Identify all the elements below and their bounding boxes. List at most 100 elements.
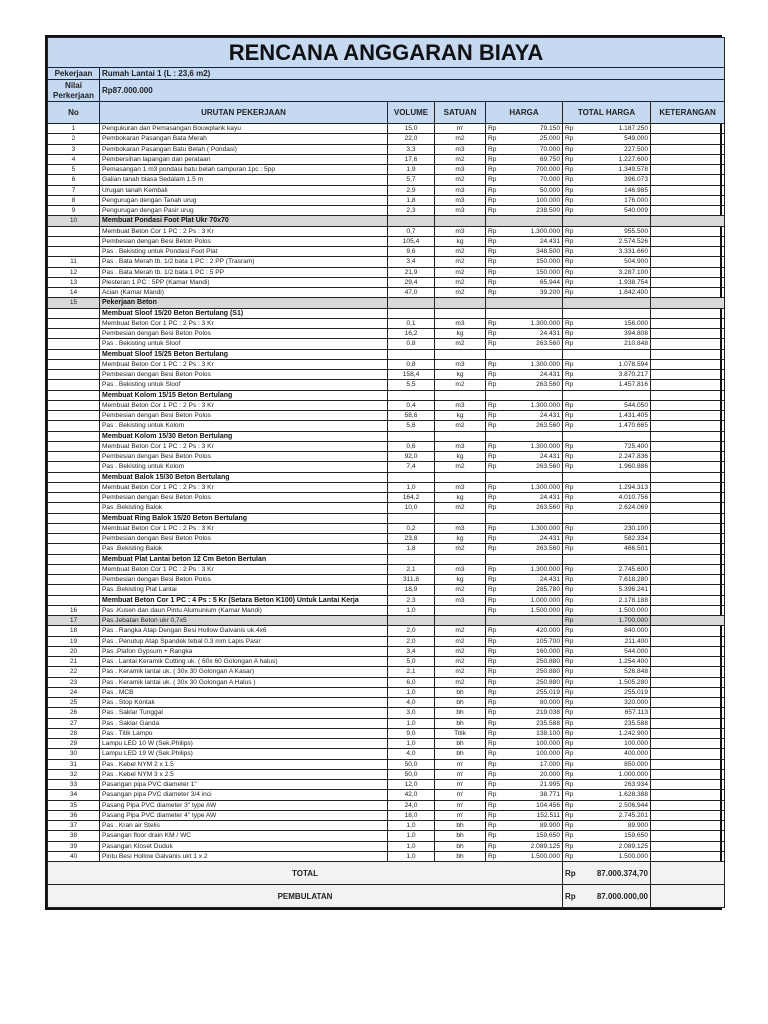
harga-value: 348.500: [536, 248, 560, 256]
currency: Rp: [565, 504, 574, 512]
row-harga: Rp 38.771: [485, 789, 563, 801]
row-total-harga: [562, 307, 651, 319]
row-satuan: m': [434, 778, 486, 791]
currency: Rp: [488, 319, 497, 327]
row-volume: [387, 297, 435, 309]
currency: Rp: [565, 412, 574, 420]
row-satuan: m': [434, 799, 486, 811]
currency: Rp: [565, 186, 574, 194]
row-harga: Rp 24.431: [485, 235, 563, 248]
row-volume: 3,4: [387, 645, 435, 658]
row-volume: 5,5: [387, 379, 435, 391]
row-harga: Rp 24.431: [485, 491, 563, 504]
row-harga: Rp 159.650: [485, 830, 563, 842]
row-total-harga: Rp 2.247.836: [562, 450, 651, 463]
row-description: Pintu Besi Hollow Galvanis ukt 1 x 2: [99, 850, 388, 863]
currency: Rp: [488, 145, 497, 153]
row-keterangan: [649, 809, 726, 822]
row-harga: Rp 1.300.000: [485, 358, 563, 371]
row-description: Pengurugan dengan Tanah urug: [99, 194, 388, 207]
harga-value: 24.431: [539, 535, 560, 543]
row-description: Pas . Bekisting untuk Kolom: [99, 420, 388, 432]
row-volume: [387, 215, 435, 227]
row-total-harga: Rp 955.500: [562, 225, 651, 237]
row-satuan: kg: [434, 532, 486, 545]
table-row: Membuat Beton Cor 1 PC : 2 Ps : 3 Kr 0,1 m…: [47, 317, 726, 330]
currency: Rp: [488, 565, 497, 573]
row-volume: 17,6: [387, 153, 435, 166]
harga-value: 255.019: [536, 688, 560, 696]
row-volume: 3,4: [387, 256, 435, 268]
total-harga-value: 840.000: [624, 627, 648, 635]
row-harga: Rp 1.300.000: [485, 563, 563, 576]
table-row: 14 Acian (Kamar Mandi) 47,0 m2 Rp 39.200 Rp 1.8…: [47, 286, 726, 299]
row-harga: Rp 238.500: [485, 204, 563, 217]
row-volume: 105,4: [387, 235, 435, 248]
row-keterangan: [649, 133, 726, 145]
total-harga-value: 582.334: [624, 535, 648, 543]
row-no: [47, 491, 100, 504]
total-harga-value: 3.331.660: [618, 248, 648, 256]
row-total-harga: Rp 1.187.250: [562, 122, 651, 135]
row-harga: Rp 700.000: [485, 163, 563, 176]
currency: Rp: [565, 268, 574, 276]
row-description: Pekerjaan Beton: [99, 297, 388, 309]
row-keterangan: [649, 573, 726, 586]
row-description: Pas .Bekisting Balok: [99, 502, 388, 514]
row-satuan: [434, 512, 486, 524]
total-harga-value: 1.505.280: [618, 678, 648, 686]
row-volume: 1,0: [387, 819, 435, 832]
row-volume: 18,9: [387, 584, 435, 596]
harga-value: 70.000: [539, 145, 560, 153]
row-total-harga: Rp 263.934: [562, 778, 651, 791]
row-keterangan: [649, 778, 726, 791]
harga-value: 150.000: [536, 268, 560, 276]
row-description: Membuat Beton Cor 1 PC : 2 Ps : 3 Kr: [99, 522, 388, 535]
total-harga-value: 2.247.836: [618, 453, 648, 461]
row-description: Pembesian dengan Besi Beton Polos: [99, 573, 388, 586]
row-total-harga: Rp 1.349.578: [562, 163, 651, 176]
table-row: Pas .Bekisting Plat Lantai 18,9 m2 Rp 285.78…: [47, 584, 726, 596]
currency: Rp: [565, 637, 574, 645]
row-description: Membuat Beton Cor 1 PC : 2 Ps : 3 Kr: [99, 317, 388, 330]
table-row: 31 Pas . Kebel NYM 2 x 1.5 50,0 m' Rp 17.000 R…: [47, 758, 726, 770]
currency: Rp: [488, 699, 497, 707]
total-harga-value: 850.000: [624, 760, 648, 768]
total-harga-value: 2.624.069: [618, 504, 648, 512]
total-harga-value: 1.187.250: [618, 125, 648, 133]
currency: Rp: [488, 606, 497, 614]
row-total-harga: Rp 2.089.125: [562, 840, 651, 852]
row-description: Pasangan floor drain KM / WC: [99, 830, 388, 842]
row-satuan: [434, 307, 486, 319]
row-total-harga: Rp 320.000: [562, 696, 651, 709]
total-harga-value: 3.287.100: [618, 268, 648, 276]
row-description: Pas . Saklar Ganda: [99, 717, 388, 729]
pekerjaan-value: Rumah Lantai 1 (L : 23,6 m2): [98, 67, 726, 80]
row-description: Pas . Keramik lantai uk. ( 30x 30 Golong…: [99, 676, 388, 688]
row-harga: Rp 50.000: [485, 184, 563, 196]
harga-value: 20.000: [539, 770, 560, 778]
row-satuan: [434, 471, 486, 483]
row-volume: 21,9: [387, 266, 435, 278]
harga-value: 80.000: [539, 699, 560, 707]
row-total-harga: Rp 159.650: [562, 830, 651, 842]
row-satuan: bh: [434, 686, 486, 699]
row-volume: 0,4: [387, 399, 435, 412]
row-volume: 4,0: [387, 748, 435, 760]
table-row: 39 Pasangan Kloset Duduk 1,0 bh Rp 2.089.125 R…: [47, 840, 726, 852]
table-row: 4 Pembersihan lapangan dan perataan 17,6 m2…: [47, 153, 726, 166]
row-keterangan: [649, 163, 726, 176]
harga-value: 69.750: [539, 155, 560, 163]
row-keterangan: [649, 204, 726, 217]
table-row: 24 Pas . MCB 1,0 bh Rp 255.019 Rp 255.019: [47, 686, 726, 699]
table-row: Membuat Beton Cor 1 PC : 2 Ps : 3 Kr 1,0 m…: [47, 481, 726, 494]
header-urutan: URUTAN PEKERJAAN: [99, 101, 388, 124]
table-row: 13 Plesteran 1 PC : 5PP (Kamar Mandi) 29,4…: [47, 276, 726, 289]
currency: Rp: [488, 196, 497, 204]
row-volume: 0,2: [387, 522, 435, 535]
row-volume: [387, 614, 435, 627]
row-description: Pas . Bekisting untuk Pondasi Foot Plat: [99, 245, 388, 258]
total-harga-value: 1.242.900: [618, 729, 648, 737]
table-row: 34 Pasangan pipa PVC diameter 3/4 inci 42,…: [47, 789, 726, 801]
row-volume: 1,0: [387, 840, 435, 852]
